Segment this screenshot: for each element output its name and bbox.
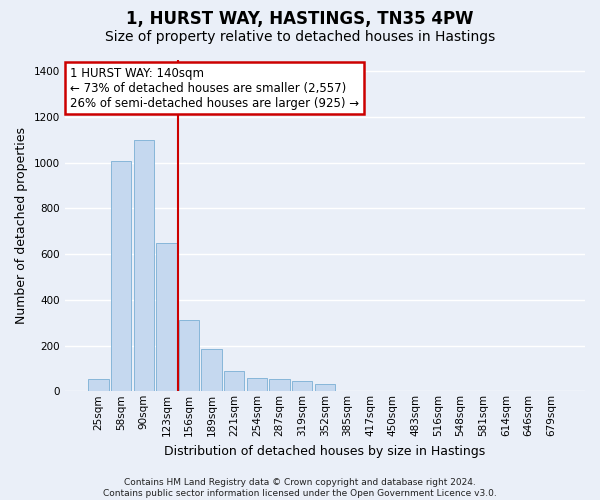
Bar xyxy=(202,349,222,392)
Bar xyxy=(292,381,313,392)
Text: 1 HURST WAY: 140sqm
← 73% of detached houses are smaller (2,557)
26% of semi-det: 1 HURST WAY: 140sqm ← 73% of detached ho… xyxy=(70,66,359,110)
Bar xyxy=(269,378,290,392)
Text: 1, HURST WAY, HASTINGS, TN35 4PW: 1, HURST WAY, HASTINGS, TN35 4PW xyxy=(126,10,474,28)
Y-axis label: Number of detached properties: Number of detached properties xyxy=(15,127,28,324)
Bar xyxy=(224,370,244,392)
Bar xyxy=(88,378,109,392)
Bar xyxy=(134,140,154,392)
Bar xyxy=(111,160,131,392)
X-axis label: Distribution of detached houses by size in Hastings: Distribution of detached houses by size … xyxy=(164,444,485,458)
Bar xyxy=(179,320,199,392)
Text: Contains HM Land Registry data © Crown copyright and database right 2024.
Contai: Contains HM Land Registry data © Crown c… xyxy=(103,478,497,498)
Text: Size of property relative to detached houses in Hastings: Size of property relative to detached ho… xyxy=(105,30,495,44)
Bar xyxy=(314,384,335,392)
Bar xyxy=(156,243,176,392)
Bar xyxy=(247,378,267,392)
